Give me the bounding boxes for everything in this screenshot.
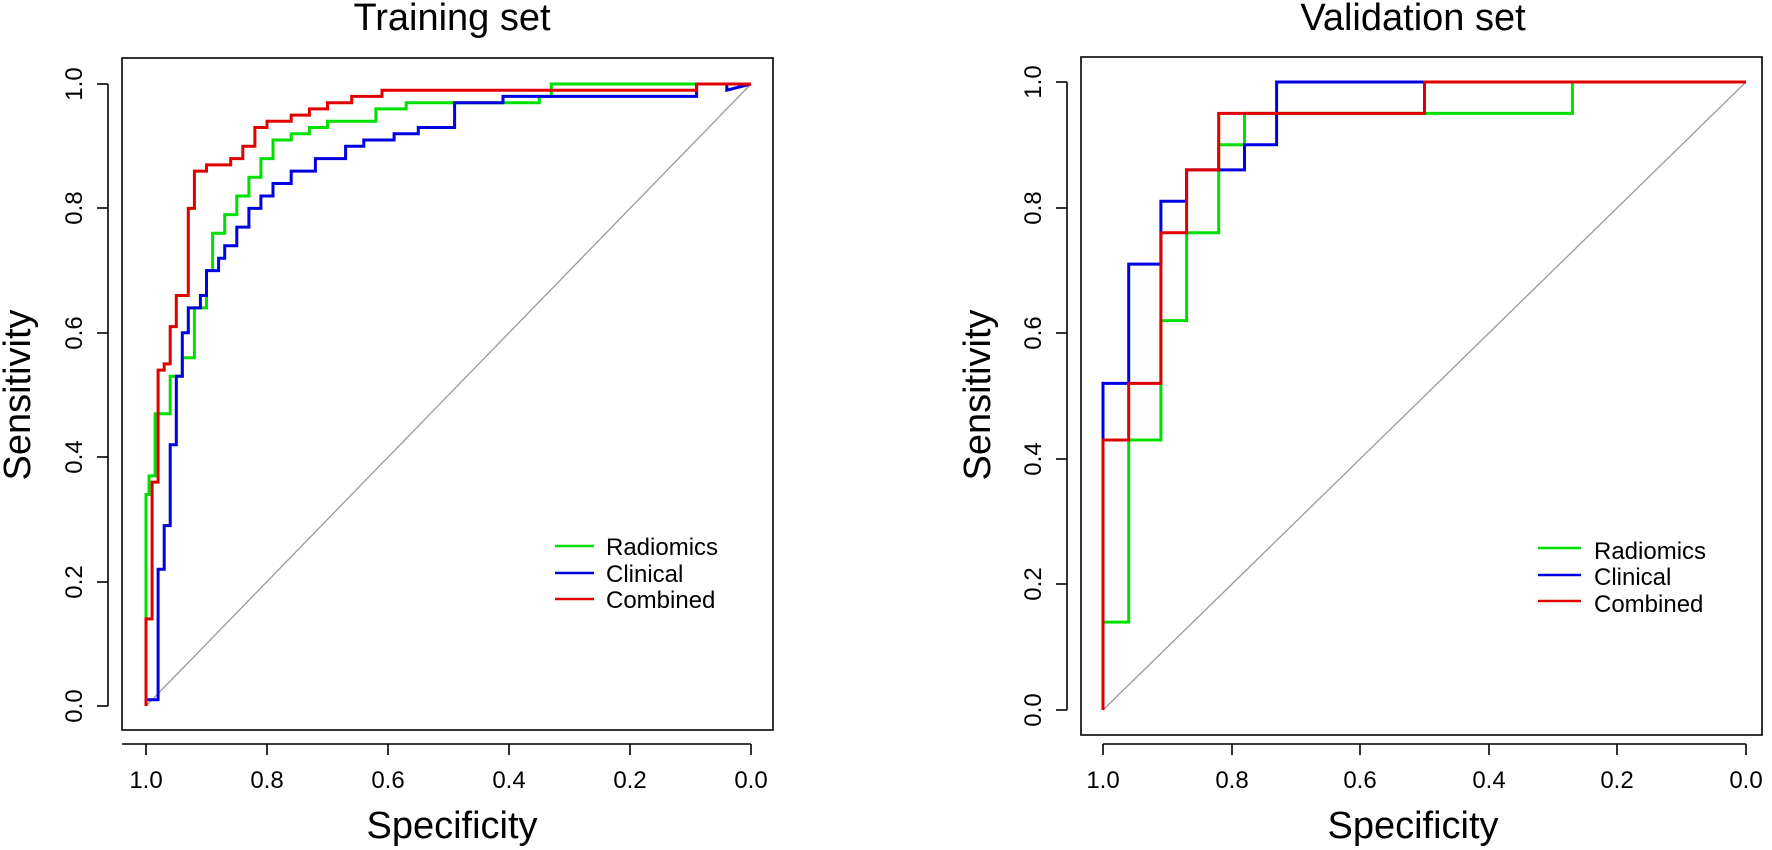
y-tick-label: 0.2 — [1020, 567, 1047, 600]
y-tick-label: 0.4 — [61, 440, 88, 473]
x-tick-label: 0.4 — [492, 767, 525, 794]
y-tick-label: 0.8 — [61, 191, 88, 224]
diagonal-reference-line — [1102, 81, 1747, 711]
y-tick-marks — [97, 83, 108, 707]
legend: Radiomics Clinical Combined — [555, 534, 718, 614]
series-line-clinical — [1101, 80, 1746, 440]
legend-label-clinical: Clinical — [606, 561, 683, 588]
y-axis-label: Sensitivity — [0, 309, 39, 480]
legend-label-combined: Combined — [606, 587, 715, 614]
x-tick-label: 0.6 — [1343, 767, 1376, 794]
legend-label-clinical: Clinical — [1594, 564, 1671, 591]
y-tick-label: 1.0 — [1020, 65, 1047, 98]
legend-label-radiomics: Radiomics — [1594, 538, 1706, 565]
panel-training: Training set 1.0 0.8 0.6 0.4 0.2 0.0 — [0, 0, 774, 847]
panel-validation: Validation set 1.0 0.8 0.6 0.4 0.2 0.0 — [957, 0, 1763, 847]
chart-title: Validation set — [1300, 0, 1526, 39]
y-tick-labels: 0.0 0.2 0.4 0.6 0.8 1.0 — [1020, 65, 1047, 726]
y-tick-label: 0.4 — [1020, 442, 1047, 475]
x-tick-marks — [145, 744, 752, 755]
x-axis-label: Specificity — [1327, 805, 1498, 847]
y-tick-label: 1.0 — [61, 67, 88, 100]
y-tick-marks — [1056, 81, 1067, 711]
series-line-clinical — [146, 82, 752, 702]
x-tick-label: 0.0 — [1729, 767, 1762, 794]
y-tick-label: 0.6 — [1020, 316, 1047, 349]
x-tick-label: 1.0 — [1086, 767, 1119, 794]
legend: Radiomics Clinical Combined — [1538, 538, 1706, 618]
x-tick-label: 0.0 — [734, 767, 767, 794]
x-tick-label: 0.4 — [1472, 767, 1505, 794]
legend-label-combined: Combined — [1594, 591, 1703, 618]
y-tick-labels: 0.0 0.2 0.4 0.6 0.8 1.0 — [61, 67, 88, 722]
series-line-combined — [144, 82, 751, 706]
x-tick-label: 0.6 — [371, 767, 404, 794]
x-tick-marks — [1102, 744, 1747, 755]
y-tick-label: 0.6 — [61, 316, 88, 349]
diagonal-reference-line — [145, 83, 752, 707]
series-line-combined — [1101, 80, 1746, 710]
y-tick-label: 0.8 — [1020, 191, 1047, 224]
y-axis-label: Sensitivity — [957, 309, 999, 480]
y-tick-label: 0.0 — [1020, 693, 1047, 726]
x-tick-label: 0.2 — [613, 767, 646, 794]
x-tick-labels: 1.0 0.8 0.6 0.4 0.2 0.0 — [1086, 767, 1762, 794]
x-tick-labels: 1.0 0.8 0.6 0.4 0.2 0.0 — [129, 767, 767, 794]
x-tick-label: 1.0 — [129, 767, 162, 794]
plot-frame — [121, 57, 774, 731]
chart-title: Training set — [353, 0, 551, 39]
series-line-radiomics — [1103, 80, 1746, 624]
plot-frame — [1080, 56, 1763, 736]
x-tick-label: 0.8 — [1215, 767, 1248, 794]
y-tick-label: 0.2 — [61, 565, 88, 598]
y-tick-label: 0.0 — [61, 689, 88, 722]
legend-label-radiomics: Radiomics — [606, 534, 718, 561]
series-line-radiomics — [144, 82, 751, 706]
x-axis-label: Specificity — [366, 805, 537, 847]
x-tick-label: 0.8 — [250, 767, 283, 794]
x-tick-label: 0.2 — [1600, 767, 1633, 794]
